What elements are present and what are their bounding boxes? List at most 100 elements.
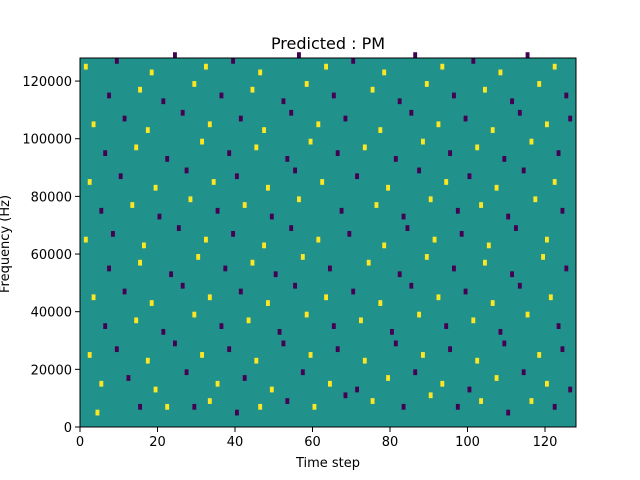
heatmap-cell — [173, 340, 177, 347]
heatmap-cell — [273, 271, 278, 278]
heatmap-cell — [188, 196, 193, 203]
x-tick-label: 60 — [304, 435, 321, 450]
heatmap-cell — [413, 369, 418, 376]
heatmap-cell — [145, 127, 150, 133]
heatmap-cell — [122, 115, 127, 122]
heatmap-cell — [312, 403, 317, 410]
x-tick-label: 80 — [382, 435, 399, 450]
heatmap-cell — [176, 225, 181, 231]
heatmap-cell — [490, 300, 495, 306]
heatmap-cell — [401, 403, 406, 410]
heatmap-cell — [269, 386, 274, 393]
heatmap-cell — [421, 352, 425, 358]
heatmap-cell — [328, 380, 332, 387]
y-tick-label: 80000 — [31, 190, 72, 205]
heatmap-cell — [111, 230, 115, 237]
heatmap-cell — [277, 328, 282, 335]
heatmap-cell — [87, 179, 92, 185]
heatmap-cell — [440, 380, 445, 387]
heatmap-cell — [204, 236, 208, 243]
heatmap-cell — [545, 380, 549, 387]
heatmap-cell — [262, 127, 267, 133]
heatmap-cell — [289, 109, 294, 116]
heatmap-cell — [343, 115, 348, 122]
heatmap-cell — [378, 127, 383, 133]
heatmap-cell — [393, 340, 398, 347]
heatmap-cell — [502, 156, 507, 162]
heatmap-cell — [455, 207, 460, 214]
heatmap-cell — [514, 225, 518, 231]
heatmap-cell — [510, 98, 515, 105]
heatmap-cell — [118, 173, 123, 180]
chart-title: Predicted : PM — [271, 34, 385, 53]
heatmap-cell — [502, 340, 507, 347]
heatmap-cell — [455, 403, 460, 410]
heatmap-cell — [304, 81, 309, 87]
heatmap-cell — [556, 323, 561, 329]
heatmap-cell — [436, 294, 441, 301]
heatmap-cell — [386, 184, 391, 191]
heatmap-cell — [204, 63, 208, 70]
heatmap-cell — [494, 375, 499, 381]
heatmap-cell — [231, 58, 236, 64]
heatmap-cell — [397, 271, 402, 278]
heatmap-cell — [479, 398, 484, 404]
heatmap-cell — [180, 109, 185, 116]
plot-background — [80, 58, 576, 427]
heatmap-cell — [200, 352, 205, 358]
heatmap-cell — [521, 369, 526, 376]
heatmap-cell — [293, 167, 298, 174]
heatmap-cell — [444, 179, 449, 185]
heatmap-cell — [355, 173, 360, 180]
heatmap-cell — [386, 375, 391, 381]
heatmap-cell — [235, 409, 239, 416]
heatmap-cell — [506, 409, 511, 416]
heatmap-cell — [370, 398, 375, 404]
heatmap-cell — [235, 173, 239, 180]
heatmap-cell — [285, 398, 290, 404]
heatmap-cell — [409, 282, 414, 289]
heatmap-cell — [316, 236, 321, 243]
heatmap-cell — [173, 52, 177, 58]
heatmap-cell — [215, 207, 220, 214]
y-tick-label: 40000 — [31, 306, 72, 321]
x-tick-label: 100 — [455, 435, 480, 450]
heatmap-cell — [138, 86, 143, 93]
heatmap-cell — [138, 259, 143, 266]
heatmap-cell — [207, 294, 212, 301]
heatmap-cell — [316, 121, 321, 128]
heatmap-cell — [424, 81, 429, 87]
heatmap-cell — [545, 236, 549, 243]
heatmap-cell — [153, 386, 158, 393]
heatmap-cell — [269, 213, 274, 220]
heatmap-cell — [517, 109, 522, 116]
heatmap-cell — [138, 403, 143, 410]
heatmap-cell — [498, 328, 503, 335]
heatmap-cell — [192, 403, 197, 410]
heatmap-cell — [510, 271, 515, 278]
heatmap-cell — [250, 259, 255, 266]
heatmap-cell — [347, 230, 352, 237]
heatmap-cell — [297, 52, 301, 58]
heatmap-cell — [421, 138, 425, 145]
heatmap-cell — [335, 346, 340, 353]
heatmap-cell — [262, 242, 267, 249]
x-axis-label: Time step — [295, 456, 360, 471]
heatmap-cell — [564, 265, 569, 272]
heatmap-cell — [483, 86, 487, 93]
heatmap-cell — [331, 92, 336, 99]
heatmap-cell — [355, 386, 360, 393]
heatmap-cell — [250, 86, 255, 93]
y-axis-label: Frequency (Hz) — [0, 195, 13, 293]
heatmap-cell — [393, 156, 398, 162]
heatmap-cell — [529, 138, 534, 145]
heatmap-cell — [417, 311, 422, 318]
heatmap-cell — [242, 375, 247, 381]
heatmap-cell — [91, 294, 96, 301]
heatmap-cell — [107, 265, 112, 272]
y-axis: 0 20000 40000 60000 80000 100000 120000 — [22, 75, 80, 436]
y-tick-label: 20000 — [31, 363, 72, 378]
heatmap-cell — [428, 392, 433, 399]
heatmap-cell — [444, 323, 449, 329]
heatmap-cell — [161, 98, 166, 105]
